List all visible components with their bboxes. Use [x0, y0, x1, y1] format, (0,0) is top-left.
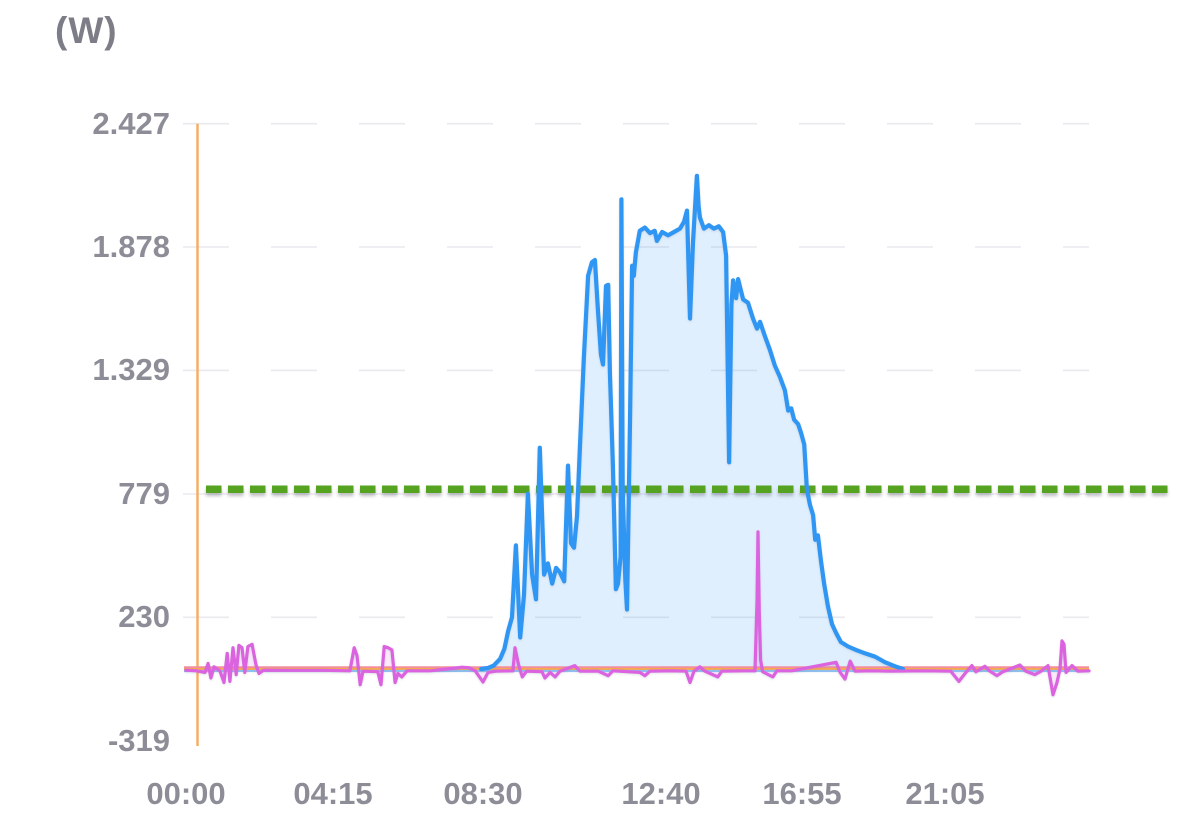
x-axis-tick-label: 16:55 [762, 776, 842, 811]
x-axis-tick-label: 21:05 [905, 776, 985, 811]
x-axis-tick-label: 12:40 [621, 776, 701, 811]
y-axis-tick-label: 230 [118, 599, 170, 634]
y-axis-tick-label: 2.427 [92, 106, 170, 141]
x-axis-tick-label: 08:30 [443, 776, 523, 811]
y-axis-tick-label: -319 [107, 723, 170, 758]
y-axis-tick-label: 1.329 [92, 352, 170, 387]
x-axis-tick-label: 00:00 [146, 776, 226, 811]
x-axis-tick-label: 04:15 [293, 776, 373, 811]
y-axis-tick-label: 1.878 [92, 229, 170, 264]
blue-area-series-fill [481, 175, 903, 670]
blue-area-series-line [479, 173, 906, 672]
y-axis-unit-label: (W) [55, 10, 118, 51]
magenta-series-line [184, 530, 1091, 697]
y-axis-tick-label: 779 [118, 476, 170, 511]
